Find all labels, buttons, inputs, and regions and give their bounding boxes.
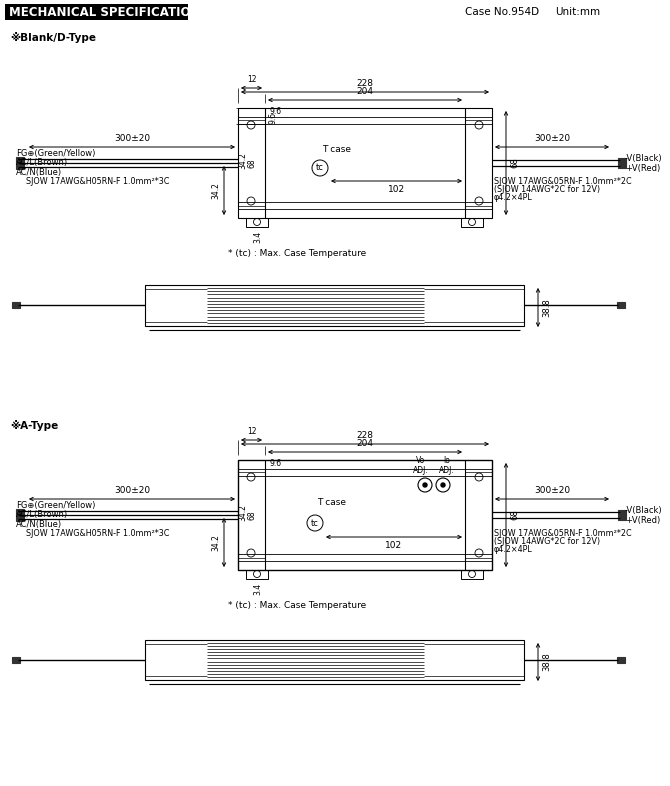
Bar <box>238 108 492 218</box>
Text: Vo
ADJ.: Vo ADJ. <box>413 456 429 475</box>
Text: 300±20: 300±20 <box>534 134 570 143</box>
Text: 9.6: 9.6 <box>269 112 278 124</box>
Text: * (tc) : Max. Case Temperature: * (tc) : Max. Case Temperature <box>228 601 366 610</box>
Text: 68: 68 <box>510 509 519 520</box>
Text: tc: tc <box>311 519 319 527</box>
Bar <box>238 460 492 570</box>
Text: 204: 204 <box>356 87 373 96</box>
Text: 68: 68 <box>247 158 257 168</box>
Bar <box>618 510 626 520</box>
Bar <box>617 302 625 308</box>
Text: SJOW 17AWG&05RN-F 1.0mm²*2C: SJOW 17AWG&05RN-F 1.0mm²*2C <box>494 529 632 538</box>
Text: Io
ADJ.: Io ADJ. <box>439 456 455 475</box>
Text: 9.6: 9.6 <box>269 108 281 116</box>
Bar <box>5 4 188 20</box>
Text: 228: 228 <box>356 79 373 88</box>
Text: 34.2: 34.2 <box>239 152 247 170</box>
Text: AC/L(Brown): AC/L(Brown) <box>16 510 68 519</box>
Bar <box>461 218 483 227</box>
Text: 34.2: 34.2 <box>239 505 247 521</box>
Text: -V(Black): -V(Black) <box>625 155 663 163</box>
Text: 38.8: 38.8 <box>542 652 551 671</box>
Text: 34.2: 34.2 <box>211 182 220 199</box>
Text: MECHANICAL SPECIFICATION: MECHANICAL SPECIFICATION <box>9 6 200 19</box>
Bar <box>618 158 626 168</box>
Text: AC/N(Blue): AC/N(Blue) <box>16 168 62 177</box>
Text: 34.2: 34.2 <box>211 534 220 551</box>
Text: SJOW 17AWG&H05RN-F 1.0mm²*3C: SJOW 17AWG&H05RN-F 1.0mm²*3C <box>26 177 170 186</box>
Text: ※A-Type: ※A-Type <box>10 420 58 431</box>
Text: Case No.954D: Case No.954D <box>465 7 539 17</box>
Text: 3.4: 3.4 <box>253 231 263 243</box>
Text: φ4.2×4PL: φ4.2×4PL <box>494 193 533 202</box>
Text: 102: 102 <box>388 185 405 194</box>
Bar <box>461 570 483 579</box>
Bar <box>617 657 625 663</box>
Text: SJOW 17AWG&05RN-F 1.0mm²*2C: SJOW 17AWG&05RN-F 1.0mm²*2C <box>494 177 632 186</box>
Bar <box>246 570 268 579</box>
Text: 204: 204 <box>356 439 373 448</box>
Bar <box>16 157 24 169</box>
Bar <box>145 640 524 680</box>
Bar <box>16 509 24 521</box>
Text: 9.6: 9.6 <box>269 460 281 468</box>
Text: tc: tc <box>316 163 324 172</box>
Text: 300±20: 300±20 <box>114 486 150 495</box>
Text: 228: 228 <box>356 431 373 440</box>
Bar <box>145 285 524 326</box>
Text: +V(Red): +V(Red) <box>625 163 660 172</box>
Text: FG⊕(Green/Yellow): FG⊕(Green/Yellow) <box>16 149 95 158</box>
Text: (SJOW 14AWG*2C for 12V): (SJOW 14AWG*2C for 12V) <box>494 537 600 546</box>
Text: 102: 102 <box>385 541 403 550</box>
Text: T case: T case <box>317 498 346 507</box>
Text: 12: 12 <box>247 427 256 436</box>
Circle shape <box>423 483 427 487</box>
Text: φ4.2×4PL: φ4.2×4PL <box>494 545 533 554</box>
Bar <box>12 302 20 308</box>
Text: +V(Red): +V(Red) <box>625 516 660 524</box>
Text: -V(Black): -V(Black) <box>625 506 663 516</box>
Text: 300±20: 300±20 <box>534 486 570 495</box>
Text: ※Blank/D-Type: ※Blank/D-Type <box>10 32 96 43</box>
Text: 68: 68 <box>247 510 257 520</box>
Text: Unit:mm: Unit:mm <box>555 7 600 17</box>
Text: 3.4: 3.4 <box>253 583 263 595</box>
Text: SJOW 17AWG&H05RN-F 1.0mm²*3C: SJOW 17AWG&H05RN-F 1.0mm²*3C <box>26 529 170 538</box>
Text: T case: T case <box>322 145 351 154</box>
Text: (SJOW 14AWG*2C for 12V): (SJOW 14AWG*2C for 12V) <box>494 185 600 194</box>
Text: * (tc) : Max. Case Temperature: * (tc) : Max. Case Temperature <box>228 249 366 258</box>
Text: 38.8: 38.8 <box>542 298 551 317</box>
Bar <box>246 218 268 227</box>
Text: AC/N(Blue): AC/N(Blue) <box>16 520 62 529</box>
Text: 68: 68 <box>510 158 519 168</box>
Text: 300±20: 300±20 <box>114 134 150 143</box>
Text: 12: 12 <box>247 75 256 84</box>
Text: FG⊕(Green/Yellow): FG⊕(Green/Yellow) <box>16 501 95 510</box>
Bar <box>12 657 20 663</box>
Text: AC/L(Brown): AC/L(Brown) <box>16 158 68 167</box>
Circle shape <box>441 483 445 487</box>
